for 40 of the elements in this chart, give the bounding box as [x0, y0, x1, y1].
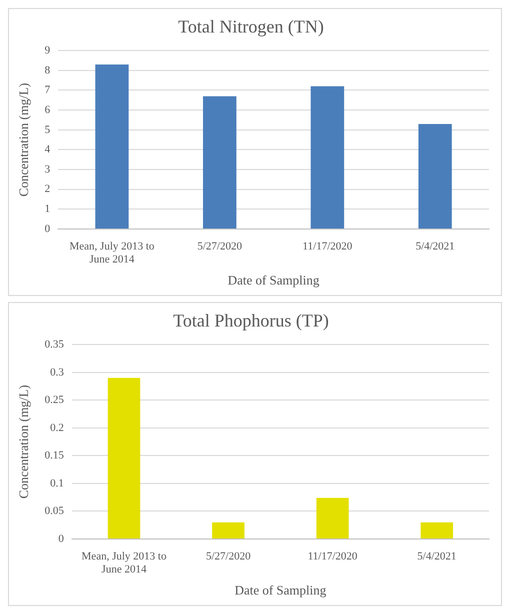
y-tick-label: 8 [44, 64, 51, 76]
bar [108, 378, 140, 538]
y-tick-label: 0.35 [44, 338, 64, 350]
y-tick-label: 0.1 [50, 477, 64, 490]
y-tick-label: 5 [44, 124, 51, 136]
y-tick-label: 0.15 [44, 450, 64, 462]
y-tick-label: 0.25 [44, 394, 64, 406]
y-tick-label: 0.2 [50, 422, 64, 434]
y-tick-label: 2 [44, 183, 50, 196]
x-tick-label: 11/17/2020 [302, 240, 353, 252]
x-tick-label: 5/27/2020 [197, 240, 242, 252]
x-tick-label: 5/27/2020 [206, 550, 252, 562]
chart-title: Total Nitrogen (TN) [178, 16, 324, 37]
x-tick-label: 5/4/2021 [416, 240, 455, 252]
bar [418, 124, 452, 228]
y-tick-label: 3 [44, 163, 51, 176]
y-axis-title: Concentration (mg/L) [16, 82, 32, 197]
bar [310, 86, 344, 228]
y-tick-label: 0.3 [50, 366, 64, 378]
y-tick-label: 0.05 [44, 505, 64, 518]
bar [95, 64, 129, 228]
y-tick-label: 9 [44, 44, 51, 56]
x-tick-label: 11/17/2020 [308, 550, 358, 562]
bar [316, 498, 349, 538]
y-tick-label: 7 [44, 84, 51, 96]
x-tick-label: Mean, July 2013 to June 2014 [69, 240, 155, 266]
y-tick-label: 0 [58, 532, 64, 545]
y-tick-label: 6 [44, 104, 51, 116]
bar [212, 522, 244, 538]
bar [202, 96, 236, 228]
x-axis-title: Date of Sampling [234, 582, 327, 598]
x-tick-label: Mean, July 2013 to June 2014 [82, 550, 167, 576]
y-tick-label: 4 [44, 144, 51, 156]
y-tick-label: 1 [44, 203, 50, 216]
y-tick-label: 0 [44, 222, 51, 235]
x-tick-label: 5/4/2021 [417, 550, 456, 562]
x-axis-title: Date of Sampling [228, 272, 320, 288]
bar [420, 522, 454, 538]
chart-title: Total Phophorus (TP) [173, 310, 329, 331]
y-axis-title: Concentration (mg/L) [16, 384, 32, 499]
